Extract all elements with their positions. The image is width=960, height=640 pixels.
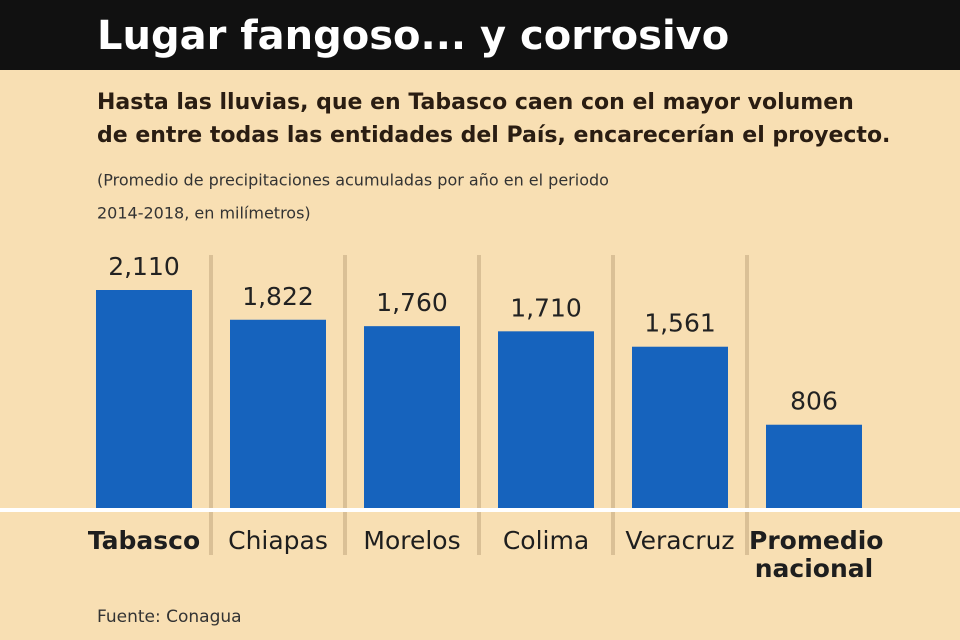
bar	[96, 290, 192, 508]
column-separator	[477, 255, 481, 555]
bar	[230, 319, 326, 508]
subtitle-line: de entre todas las entidades del País, e…	[97, 123, 890, 148]
x-tick-label: Colima	[502, 526, 590, 555]
value-label: 1,710	[510, 293, 582, 322]
column-separator	[343, 255, 347, 555]
bar	[498, 331, 594, 508]
bar	[364, 326, 460, 508]
header-bar	[0, 0, 960, 70]
value-label: 806	[790, 387, 838, 416]
value-label: 2,110	[108, 252, 180, 281]
baseline	[0, 508, 960, 512]
column-separator	[745, 255, 749, 555]
value-label: 1,822	[242, 282, 314, 311]
bar	[632, 346, 728, 508]
x-tick-label: Promedio nacional	[749, 526, 884, 583]
source: Fuente: Conagua	[97, 607, 242, 627]
value-label: 1,760	[376, 288, 448, 317]
chart-title: Lugar fangoso... y corrosivo	[97, 13, 729, 59]
x-tick-label: Morelos	[363, 526, 461, 555]
column-separator	[209, 255, 213, 555]
column-separator	[611, 255, 615, 555]
x-tick-label: Tabasco	[87, 526, 201, 555]
bar	[766, 424, 862, 508]
subtitle-line: Hasta las lluvias, que en Tabasco caen c…	[97, 90, 854, 115]
x-tick-label: Veracruz	[625, 526, 735, 555]
x-tick-label: Chiapas	[228, 526, 328, 555]
note-line: (Promedio de precipitaciones acumuladas …	[97, 171, 609, 190]
value-label: 1,561	[644, 309, 716, 338]
note-line: 2014-2018, en milímetros)	[97, 204, 311, 223]
